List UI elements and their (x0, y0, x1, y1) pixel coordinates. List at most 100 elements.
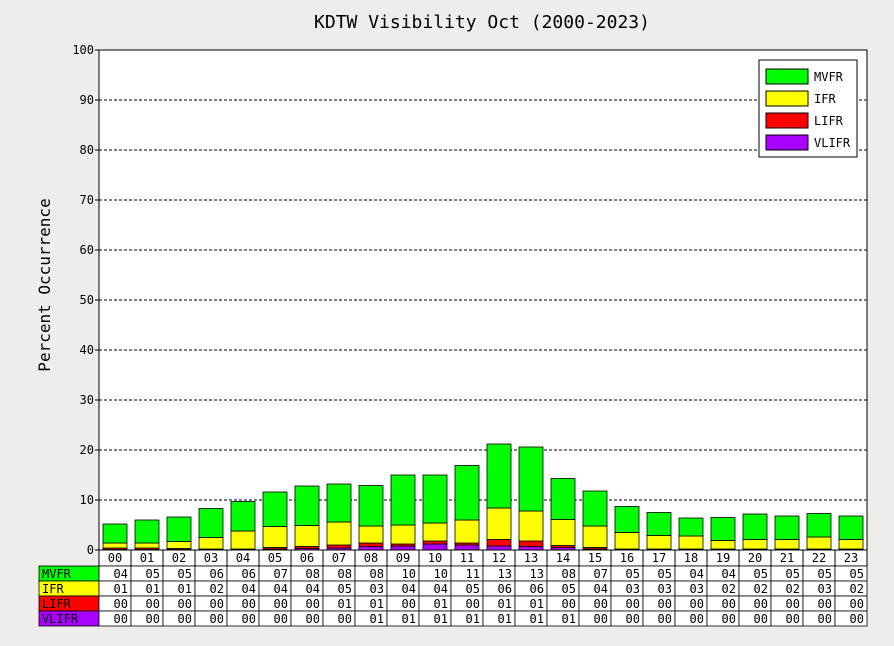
legend-label-ifr: IFR (814, 92, 836, 106)
table-cell-value: 05 (178, 567, 192, 581)
legend-label-vlifr: VLIFR (814, 136, 851, 150)
table-row-label: LIFR (42, 597, 72, 611)
table-cell-value: 00 (818, 597, 832, 611)
table-cell-value: 05 (658, 567, 672, 581)
bar-ifr-07 (326, 521, 352, 546)
x-tick-label: 12 (492, 551, 506, 565)
table-cell-value: 06 (210, 567, 224, 581)
data-table: 00 01 02 03 04 05 06 07 08 09 10 11 12 13 14 15 16 17 18 19… (38, 549, 868, 627)
table-cell-value: 00 (338, 612, 352, 626)
x-tick-label: 01 (140, 551, 154, 565)
table-cell-value: 05 (146, 567, 160, 581)
bar-ifr-01 (134, 542, 160, 549)
bar-ifr-20 (742, 539, 768, 550)
y-tick-label: 40 (80, 343, 94, 357)
table-cell-value: 00 (306, 597, 320, 611)
bar-mvfr-13 (518, 446, 544, 512)
x-tick-label: 09 (396, 551, 410, 565)
table-cell-value: 01 (498, 612, 512, 626)
table-cell-value: 00 (754, 597, 768, 611)
bar-ifr-23 (838, 539, 864, 550)
table-cell-value: 01 (338, 597, 352, 611)
legend-swatch-lifr (765, 112, 809, 129)
table-cell-value: 07 (594, 567, 608, 581)
table-cell-value: 02 (850, 582, 864, 596)
bar-ifr-11 (454, 519, 480, 544)
table-cell-value: 01 (146, 582, 160, 596)
bar-vlifr-13 (518, 546, 544, 551)
legend-label-mvfr: MVFR (814, 70, 844, 84)
bar-mvfr-09 (390, 474, 416, 526)
table-cell-value: 01 (370, 597, 384, 611)
table-cell-value: 01 (434, 612, 448, 626)
x-tick-label: 21 (780, 551, 794, 565)
chart-title: KDTW Visibility Oct (2000-2023) (314, 12, 650, 33)
table-cell-value: 00 (402, 597, 416, 611)
table-cell-value: 00 (850, 597, 864, 611)
bar-vlifr-12 (486, 545, 512, 551)
table-cell-value: 00 (690, 612, 704, 626)
y-tick-label: 80 (80, 143, 94, 157)
table-cell-value: 00 (146, 612, 160, 626)
table-cell-value: 05 (850, 567, 864, 581)
table-cell-value: 06 (498, 582, 512, 596)
bar-mvfr-00 (102, 523, 128, 544)
table-cell-value: 00 (722, 597, 736, 611)
table-cell-value: 00 (818, 612, 832, 626)
table-cell-value: 10 (434, 567, 448, 581)
table-cell-value: 00 (658, 597, 672, 611)
x-tick-label: 20 (748, 551, 762, 565)
bar-mvfr-08 (358, 485, 384, 527)
x-tick-label: 08 (364, 551, 378, 565)
bar-vlifr-11 (454, 544, 480, 551)
table-cell-value: 00 (210, 612, 224, 626)
table-cell-value: 01 (498, 597, 512, 611)
bar-ifr-06 (294, 525, 320, 547)
bar-mvfr-02 (166, 516, 192, 542)
table-cell-value: 02 (786, 582, 800, 596)
table-cell-value: 03 (658, 582, 672, 596)
table-row-label: MVFR (42, 567, 72, 581)
bar-mvfr-14 (550, 478, 576, 520)
x-tick-label: 19 (716, 551, 730, 565)
bar-lifr-08 (358, 542, 384, 547)
x-tick-label: 03 (204, 551, 218, 565)
table-cell-value: 01 (434, 597, 448, 611)
table-cell-value: 00 (850, 612, 864, 626)
table-cell-value: 01 (370, 612, 384, 626)
table-cell-value: 06 (242, 567, 256, 581)
y-tick-label: 90 (80, 93, 94, 107)
x-tick-label: 04 (236, 551, 250, 565)
table-cell-value: 00 (306, 612, 320, 626)
table-cell-value: 00 (786, 597, 800, 611)
bar-vlifr-10 (422, 543, 448, 551)
x-tick-label: 13 (524, 551, 538, 565)
table-cell-value: 01 (562, 612, 576, 626)
table-cell-value: 01 (402, 612, 416, 626)
x-tick-label: 00 (108, 551, 122, 565)
bar-lifr-12 (486, 539, 512, 547)
bar-mvfr-01 (134, 519, 160, 544)
bar-ifr-00 (102, 542, 128, 549)
table-cell-value: 02 (754, 582, 768, 596)
bar-vlifr-08 (358, 546, 384, 551)
table-cell-value: 03 (370, 582, 384, 596)
y-tick-label: 0 (87, 543, 94, 557)
bar-mvfr-21 (774, 515, 800, 540)
table-cell-value: 04 (594, 582, 608, 596)
table-cell-value: 00 (754, 612, 768, 626)
bar-mvfr-10 (422, 474, 448, 524)
x-tick-label: 07 (332, 551, 346, 565)
bar-mvfr-18 (678, 517, 704, 537)
table-cell-value: 03 (690, 582, 704, 596)
legend-swatch-ifr (765, 90, 809, 107)
legend: MVFR IFR LIFR VLIFR (758, 59, 858, 158)
bar-ifr-08 (358, 525, 384, 544)
bar-mvfr-03 (198, 508, 224, 538)
bar-ifr-22 (806, 536, 832, 550)
y-tick-label: 60 (80, 243, 94, 257)
bar-lifr-10 (422, 540, 448, 545)
table-cell-value: 01 (114, 582, 128, 596)
bar-ifr-04 (230, 530, 256, 550)
